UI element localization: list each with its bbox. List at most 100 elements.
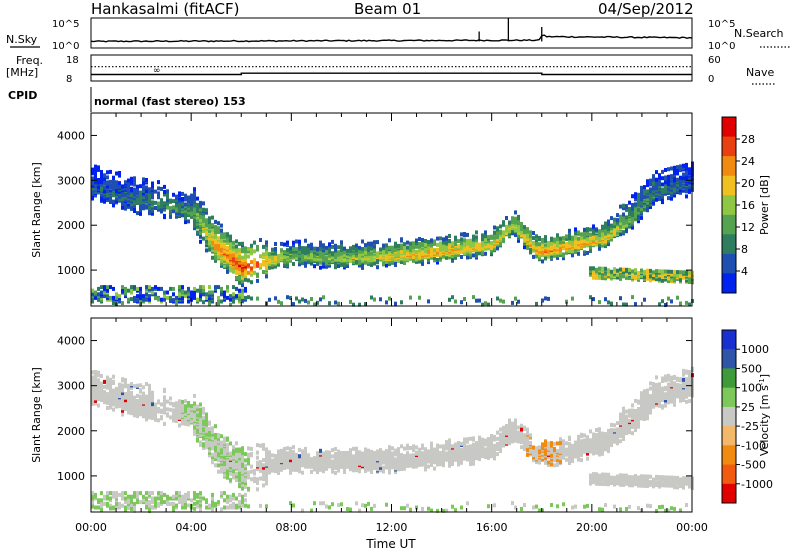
heatmap-cell bbox=[385, 254, 388, 259]
heatmap-cell bbox=[415, 249, 418, 254]
heatmap-cell bbox=[673, 269, 676, 274]
heatmap-cell bbox=[310, 469, 313, 474]
heatmap-cell bbox=[532, 241, 535, 246]
heatmap-cell bbox=[94, 369, 97, 374]
heatmap-cell bbox=[457, 244, 460, 249]
heatmap-cell bbox=[655, 177, 658, 182]
heatmap-cell bbox=[430, 451, 433, 456]
heatmap-cell bbox=[592, 266, 595, 271]
heatmap-cell bbox=[223, 248, 226, 253]
heatmap-cell bbox=[256, 450, 259, 455]
heatmap-cell bbox=[655, 269, 658, 274]
heatmap-cell bbox=[217, 230, 220, 234]
heatmap-cell bbox=[637, 276, 640, 281]
heatmap-cell bbox=[685, 171, 688, 176]
heatmap-cell bbox=[214, 424, 217, 429]
heatmap-cell bbox=[625, 267, 628, 272]
heatmap-cell bbox=[160, 297, 163, 302]
heatmap-cell bbox=[193, 401, 196, 406]
heatmap-cell bbox=[493, 230, 496, 235]
heatmap-cell bbox=[679, 274, 682, 279]
heatmap-cell bbox=[670, 272, 673, 277]
heatmap-cell bbox=[298, 469, 301, 474]
heatmap-cell bbox=[646, 196, 649, 201]
heatmap-cell bbox=[631, 225, 634, 230]
heatmap-cell bbox=[268, 462, 271, 467]
heatmap-cell bbox=[355, 446, 358, 451]
heatmap-cell bbox=[259, 467, 262, 472]
heatmap-cell bbox=[127, 383, 130, 388]
heatmap-cell bbox=[112, 374, 115, 379]
heatmap-cell bbox=[337, 301, 340, 306]
heatmap-cell bbox=[286, 248, 289, 253]
heatmap-cell bbox=[403, 506, 406, 511]
heatmap-cell bbox=[394, 466, 397, 471]
heatmap-cell bbox=[451, 295, 454, 300]
heatmap-cell bbox=[370, 241, 373, 246]
heatmap-cell bbox=[385, 300, 388, 305]
heatmap-cell bbox=[256, 244, 259, 249]
heatmap-cell bbox=[178, 409, 181, 414]
heatmap-cell bbox=[205, 292, 208, 297]
heatmap-cell bbox=[361, 263, 364, 268]
heatmap-cell bbox=[208, 220, 211, 225]
heatmap-cell bbox=[115, 491, 118, 496]
colorbar-tick-label: 12 bbox=[741, 221, 755, 234]
heatmap-cell bbox=[157, 186, 160, 191]
heatmap-cell bbox=[622, 267, 625, 272]
heatmap-cell bbox=[679, 180, 682, 185]
heatmap-cell bbox=[268, 297, 271, 302]
heatmap-cell bbox=[106, 379, 109, 384]
heatmap-cell bbox=[265, 447, 268, 452]
heatmap-cell bbox=[526, 233, 529, 238]
heatmap-cell bbox=[658, 269, 661, 274]
heatmap-cell bbox=[430, 461, 433, 466]
colorbar-cell bbox=[722, 156, 736, 177]
heatmap-cell bbox=[193, 187, 196, 192]
heatmap-cell bbox=[571, 253, 574, 258]
heatmap-cell bbox=[115, 292, 118, 297]
heatmap-cell bbox=[388, 259, 391, 264]
freq-glitch-marker: ∞ bbox=[153, 66, 161, 76]
heatmap-cell bbox=[484, 301, 487, 306]
heatmap-cell bbox=[166, 501, 169, 506]
heatmap-cell bbox=[148, 503, 151, 508]
heatmap-cell bbox=[157, 496, 160, 501]
heatmap-cell bbox=[121, 399, 124, 404]
heatmap-cell bbox=[262, 458, 265, 463]
heatmap-cell bbox=[319, 456, 322, 461]
heatmap-cell bbox=[199, 503, 202, 508]
heatmap-cell bbox=[151, 397, 154, 401]
heatmap-cell bbox=[151, 416, 154, 420]
heatmap-cell bbox=[616, 275, 619, 280]
heatmap-cell bbox=[244, 257, 247, 262]
heatmap-cell bbox=[103, 199, 106, 204]
heatmap-cell bbox=[124, 398, 127, 403]
heatmap-cell bbox=[316, 467, 319, 472]
heatmap-cell bbox=[262, 468, 265, 473]
heatmap-cell bbox=[451, 247, 454, 252]
heatmap-cell bbox=[430, 238, 433, 243]
heatmap-cell bbox=[595, 267, 598, 272]
heatmap-cell bbox=[223, 467, 226, 471]
heatmap-cell bbox=[664, 175, 667, 180]
heatmap-cell bbox=[124, 391, 127, 396]
heatmap-cell bbox=[220, 299, 223, 304]
colorbar-cell bbox=[722, 195, 736, 216]
heatmap-cell bbox=[217, 253, 220, 258]
heatmap-cell bbox=[106, 285, 109, 290]
heatmap-cell bbox=[310, 251, 313, 256]
heatmap-cell bbox=[418, 237, 421, 241]
heatmap-cell bbox=[295, 249, 298, 254]
heatmap-cell bbox=[184, 500, 187, 505]
heatmap-cell bbox=[655, 277, 658, 282]
heatmap-cell bbox=[607, 222, 610, 226]
heatmap-cell bbox=[220, 434, 223, 439]
heatmap-cell bbox=[241, 241, 244, 246]
heatmap-cell bbox=[532, 254, 535, 259]
heatmap-cell bbox=[547, 254, 550, 259]
heatmap-cell bbox=[124, 186, 127, 191]
heatmap-cell bbox=[313, 501, 316, 506]
